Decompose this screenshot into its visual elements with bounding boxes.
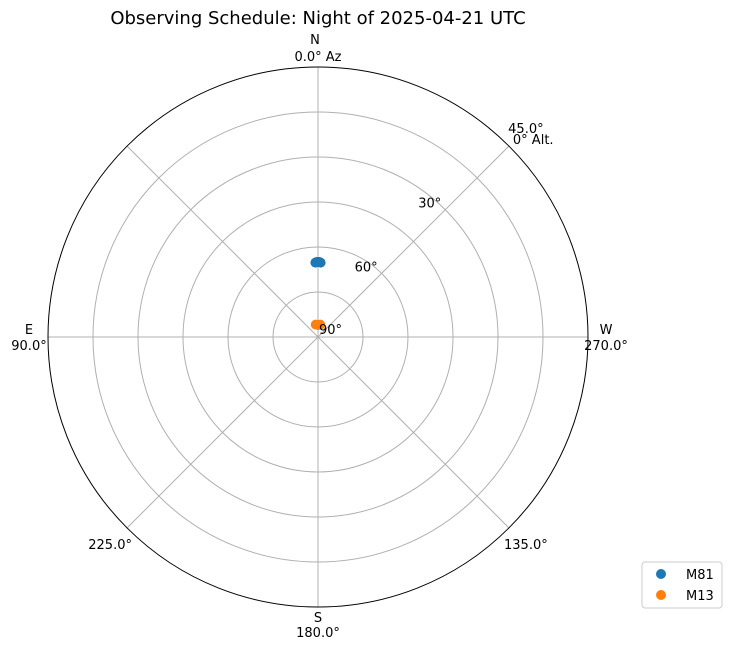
polar-grid bbox=[47, 66, 589, 608]
altitude-tick-label: 0° Alt. bbox=[513, 133, 554, 148]
data-points bbox=[310, 257, 326, 330]
azimuth-tick-label: 45.0° bbox=[508, 122, 543, 137]
azimuth-spoke bbox=[126, 145, 319, 338]
azimuth-spoke bbox=[317, 336, 510, 529]
cardinal-label-n: N bbox=[310, 33, 320, 48]
azimuth-tick-label: 90.0° bbox=[11, 339, 46, 354]
point-m13 bbox=[315, 319, 326, 330]
azimuth-tick-label: 180.0° bbox=[296, 626, 340, 641]
azimuth-tick-label: 270.0° bbox=[584, 339, 628, 354]
chart-title: Observing Schedule: Night of 2025-04-21 … bbox=[110, 8, 525, 29]
cardinal-label-w: W bbox=[600, 323, 613, 338]
legend-label-m81: M81 bbox=[686, 568, 714, 583]
azimuth-tick-label: 0.0° Az bbox=[294, 50, 341, 65]
legend-marker-m81 bbox=[656, 569, 666, 579]
legend-label-m13: M13 bbox=[686, 589, 714, 604]
point-m81 bbox=[315, 257, 326, 268]
altitude-tick-label: 30° bbox=[418, 197, 441, 212]
azimuth-spoke bbox=[126, 336, 319, 529]
altitude-tick-label: 60° bbox=[355, 260, 378, 275]
cardinal-label-s: S bbox=[314, 611, 322, 626]
horizon-circle bbox=[47, 66, 589, 608]
azimuth-spoke bbox=[317, 145, 510, 338]
azimuth-tick-label: 135.0° bbox=[504, 538, 548, 553]
legend-marker-m13 bbox=[656, 590, 666, 600]
cardinal-label-e: E bbox=[25, 323, 33, 338]
azimuth-tick-label: 225.0° bbox=[88, 538, 132, 553]
altitude-tick-label: 90° bbox=[319, 323, 342, 338]
